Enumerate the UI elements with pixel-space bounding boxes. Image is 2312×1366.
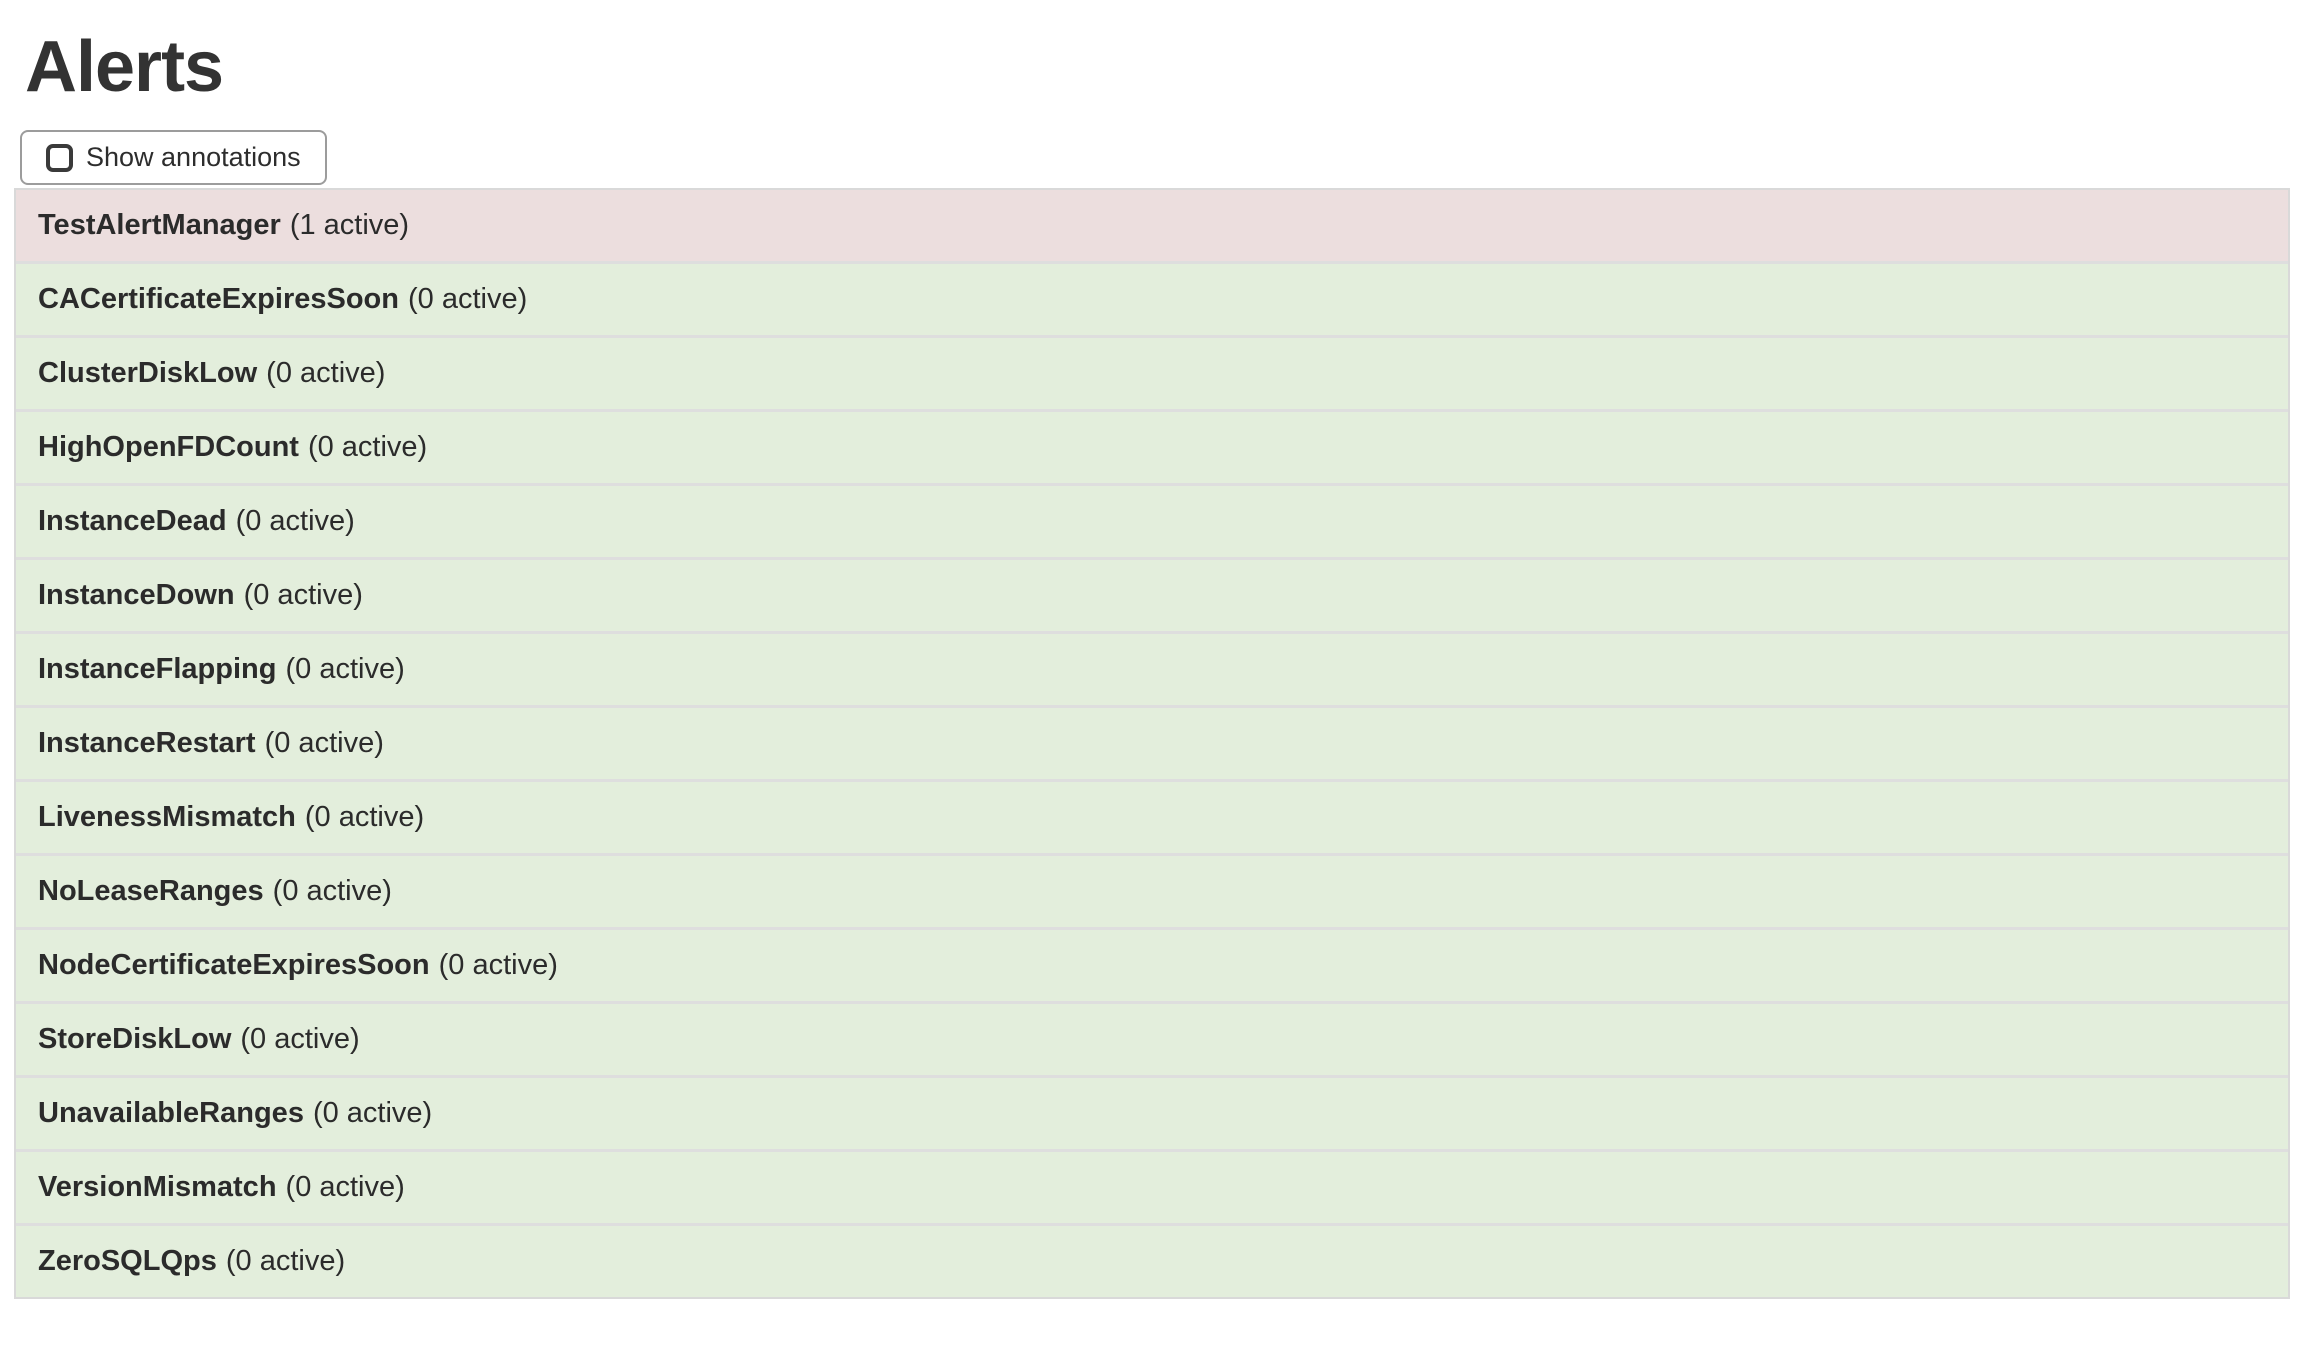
- alert-name: VersionMismatch: [38, 1171, 277, 1204]
- alert-active-count: (0 active): [243, 579, 363, 612]
- alert-active-count: (0 active): [304, 801, 425, 834]
- alert-list: TestAlertManager (1 active) CACertificateE…: [14, 188, 2290, 1300]
- alert-active-count: (0 active): [225, 1245, 346, 1278]
- alert-active-count: (1 active): [289, 209, 410, 242]
- alert-name: CACertificateExpiresSoon: [38, 283, 399, 316]
- alert-row-InstanceFlapping[interactable]: InstanceFlapping (0 active): [16, 631, 2288, 706]
- alert-active-count: (0 active): [438, 949, 558, 982]
- alert-name: NodeCertificateExpiresSoon: [38, 949, 430, 982]
- alert-name: ClusterDiskLow: [38, 357, 258, 390]
- alert-active-count: (0 active): [266, 357, 386, 390]
- alert-row-VersionMismatch[interactable]: VersionMismatch (0 active): [16, 1149, 2288, 1224]
- alert-row-NodeCertificateExpiresSoon[interactable]: NodeCertificateExpiresSoon (0 active): [16, 927, 2288, 1002]
- alert-active-count: (0 active): [408, 283, 528, 316]
- alert-active-count: (0 active): [285, 1171, 405, 1204]
- alert-row-StoreDiskLow[interactable]: StoreDiskLow (0 active): [16, 1001, 2288, 1076]
- alert-row-NoLeaseRanges[interactable]: NoLeaseRanges (0 active): [16, 853, 2288, 928]
- alert-row-ClusterDiskLow[interactable]: ClusterDiskLow (0 active): [16, 335, 2288, 410]
- alert-active-count: (0 active): [312, 1097, 433, 1130]
- alert-active-count: (0 active): [285, 653, 405, 686]
- alert-name: ZeroSQLQps: [38, 1245, 217, 1278]
- alert-row-InstanceRestart[interactable]: InstanceRestart (0 active): [16, 705, 2288, 780]
- alert-row-CACertificateExpiresSoon[interactable]: CACertificateExpiresSoon (0 active): [16, 261, 2288, 336]
- alert-name: InstanceRestart: [38, 727, 256, 760]
- alert-active-count: (0 active): [264, 727, 384, 760]
- alert-name: LivenessMismatch: [38, 801, 296, 834]
- show-annotations-label: Show annotations: [86, 142, 301, 173]
- checkbox-icon[interactable]: [46, 143, 73, 172]
- alert-row-HighOpenFDCount[interactable]: HighOpenFDCount (0 active): [16, 409, 2288, 484]
- alert-row-TestAlertManager[interactable]: TestAlertManager (1 active): [16, 190, 2288, 262]
- page-title: Alerts: [25, 27, 224, 107]
- alert-active-count: (0 active): [235, 505, 355, 538]
- alert-name: NoLeaseRanges: [38, 875, 264, 908]
- alert-name: HighOpenFDCount: [38, 431, 299, 464]
- alert-name: InstanceDown: [38, 579, 235, 612]
- alert-name: InstanceFlapping: [38, 653, 277, 686]
- alert-active-count: (0 active): [272, 875, 392, 908]
- alert-active-count: (0 active): [307, 431, 428, 464]
- alerts-page: Alerts Show annotations TestAlertManager…: [0, 27, 2312, 1366]
- alert-active-count: (0 active): [240, 1023, 360, 1056]
- alert-row-InstanceDead[interactable]: InstanceDead (0 active): [16, 483, 2288, 558]
- alert-name: StoreDiskLow: [38, 1023, 232, 1056]
- alert-row-UnavailableRanges[interactable]: UnavailableRanges (0 active): [16, 1075, 2288, 1150]
- alert-name: TestAlertManager: [38, 209, 281, 242]
- alert-row-ZeroSQLQps[interactable]: ZeroSQLQps (0 active): [16, 1223, 2288, 1298]
- show-annotations-button[interactable]: Show annotations: [20, 130, 327, 186]
- alert-row-InstanceDown[interactable]: InstanceDown (0 active): [16, 557, 2288, 632]
- alert-name: UnavailableRanges: [38, 1097, 304, 1130]
- alert-row-LivenessMismatch[interactable]: LivenessMismatch (0 active): [16, 779, 2288, 854]
- alert-name: InstanceDead: [38, 505, 227, 538]
